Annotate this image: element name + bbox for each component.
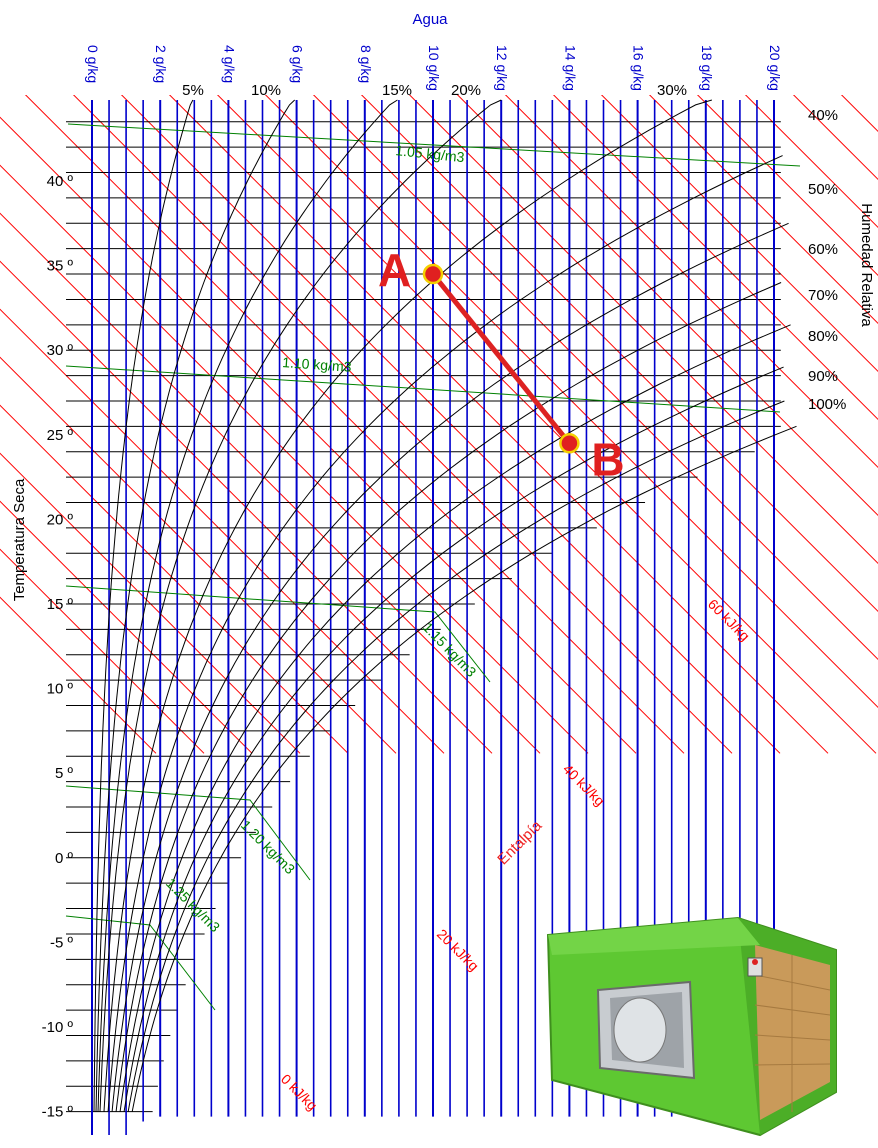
humidity-tick-label: 20 g/kg	[767, 45, 783, 91]
enthalpy-line	[0, 260, 493, 754]
enthalpy-line	[744, 95, 878, 229]
rh-label-right: 40%	[808, 107, 838, 124]
left-axis-title: Temperatura Seca	[11, 478, 28, 601]
enthalpy-line	[0, 164, 589, 754]
rh-label-top: 20%	[451, 82, 481, 99]
temperature-tick-label: -5 º	[50, 934, 74, 951]
enthalpy-line	[360, 95, 878, 613]
temperature-tick-label: 10 º	[47, 681, 74, 698]
temperature-tick-label: 20 º	[47, 511, 74, 528]
rh-label-right: 60%	[808, 241, 838, 258]
enthalpy-line	[216, 95, 877, 754]
rh-label-top: 30%	[657, 82, 687, 99]
enthalpy-line	[0, 356, 397, 754]
humidity-tick-label: 4 g/kg	[221, 45, 237, 83]
rh-curve	[131, 425, 797, 1112]
enthalpy-line	[0, 308, 445, 754]
enthalpy-line	[456, 95, 878, 517]
enthalpy-line	[552, 95, 878, 421]
humidity-tick-label: 14 g/kg	[562, 45, 578, 91]
relative-humidity-curves	[93, 99, 797, 1112]
rh-curve	[127, 400, 785, 1112]
temperature-tick-label: 5 º	[55, 765, 74, 782]
enthalpy-line	[0, 116, 637, 754]
rh-label-top: 10%	[251, 82, 281, 99]
enthalpy-line	[0, 596, 157, 754]
rh-curve	[99, 99, 502, 1112]
enthalpy-line	[264, 95, 878, 709]
density-line	[65, 915, 216, 1011]
temperature-tick-label: 35 º	[47, 258, 74, 275]
density-line	[67, 123, 801, 167]
density-label: 1.05 kg/m3	[395, 142, 466, 165]
rh-label-right: 100%	[808, 396, 846, 413]
rh-label-right: 90%	[808, 368, 838, 385]
temperature-tick-label: -15 º	[42, 1104, 74, 1121]
top-axis-title: Agua	[412, 11, 448, 28]
enthalpy-line	[0, 404, 349, 754]
state-point-label: B	[591, 433, 624, 485]
humidity-tick-label: 10 g/kg	[426, 45, 442, 91]
rh-label-top: 15%	[382, 82, 412, 99]
enthalpy-line	[864, 0, 878, 753]
right-axis-title: Humedad Relativa	[858, 203, 875, 327]
enthalpy-line	[408, 95, 878, 565]
enthalpy-line	[312, 95, 878, 661]
temperature-tick-label: 30 º	[47, 342, 74, 359]
density-label: 1.25 kg/m3	[163, 875, 223, 935]
enthalpy-line	[72, 95, 733, 754]
temperature-tick-label: 0 º	[55, 850, 74, 867]
process-line-group: AB	[378, 244, 625, 485]
rh-curve	[123, 366, 784, 1112]
enthalpy-line	[0, 548, 205, 754]
humidity-tick-label: 6 g/kg	[290, 45, 306, 83]
humidity-tick-label: 0 g/kg	[85, 45, 101, 83]
temperature-tick-label: 40 º	[47, 173, 74, 190]
state-point-label: A	[378, 244, 411, 296]
rh-curve	[95, 99, 296, 1112]
enthalpy-value-label: 20 kJ/kg	[434, 926, 482, 974]
density-line	[65, 365, 781, 413]
enthalpy-line	[0, 452, 301, 754]
rh-curve	[115, 282, 782, 1112]
state-point	[559, 433, 580, 454]
enthalpy-line	[0, 212, 541, 754]
humidity-tick-label: 2 g/kg	[153, 45, 169, 83]
density-line	[65, 585, 491, 683]
enthalpy-line	[24, 95, 685, 754]
rh-label-right: 50%	[808, 181, 838, 198]
humidity-tick-label: 8 g/kg	[358, 45, 374, 83]
rh-curve	[107, 155, 783, 1112]
rh-label-right: 80%	[808, 328, 838, 345]
rh-curve	[93, 99, 194, 1112]
rh-curve	[97, 99, 398, 1112]
enthalpy-line	[120, 95, 781, 754]
enthalpy-line	[840, 95, 878, 133]
rh-label-right: 70%	[808, 287, 838, 304]
humidity-tick-label: 12 g/kg	[494, 45, 510, 91]
temperature-tick-label: 15 º	[47, 596, 74, 613]
process-line	[431, 272, 572, 445]
enthalpy-line	[504, 95, 878, 469]
rh-curve	[103, 99, 713, 1112]
density-line	[65, 785, 311, 881]
enthalpy-line	[792, 95, 878, 181]
enthalpy-line	[600, 95, 878, 373]
enthalpy-value-label: 40 kJ/kg	[560, 761, 608, 809]
density-label: 1.10 kg/m3	[282, 354, 352, 375]
density-lines	[65, 123, 801, 1011]
temperature-tick-label: 25 º	[47, 427, 74, 444]
humidity-lines	[91, 100, 775, 1135]
rh-label-top: 5%	[182, 82, 204, 99]
state-point	[422, 263, 444, 285]
temperature-tick-label: -10 º	[42, 1019, 74, 1036]
humidity-tick-label: 16 g/kg	[631, 45, 647, 91]
density-label: 1.20 kg/m3	[238, 817, 298, 877]
evaporative-cooler-image	[546, 916, 837, 1137]
enthalpy-line	[0, 500, 253, 754]
rh-curve	[119, 324, 791, 1112]
enthalpy-line	[648, 95, 878, 325]
humidity-tick-label: 18 g/kg	[699, 45, 715, 91]
